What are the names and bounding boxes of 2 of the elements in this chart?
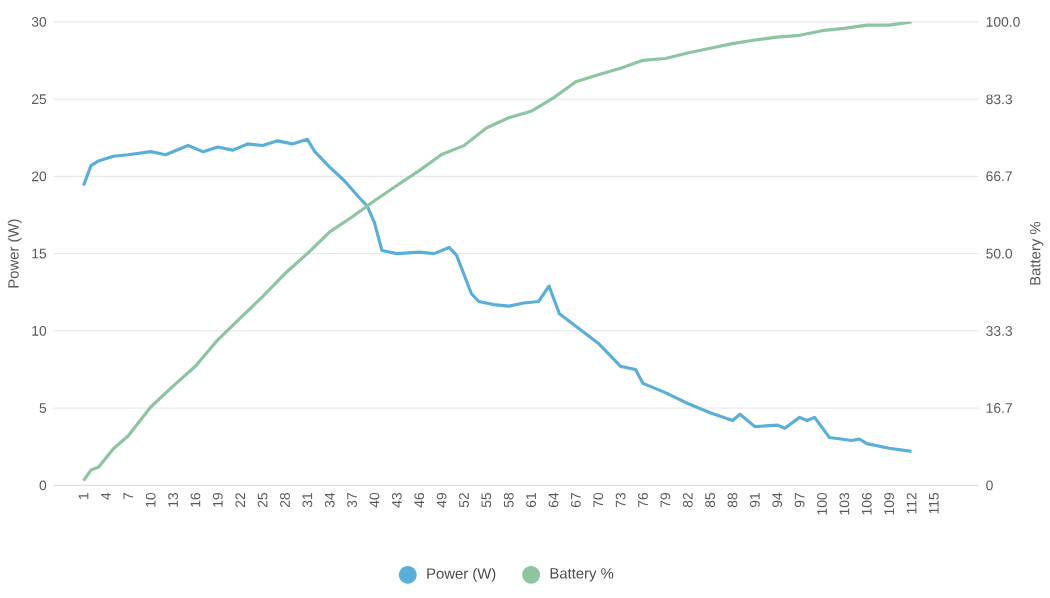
line-series (81, 137, 914, 453)
line-series (81, 21, 914, 482)
